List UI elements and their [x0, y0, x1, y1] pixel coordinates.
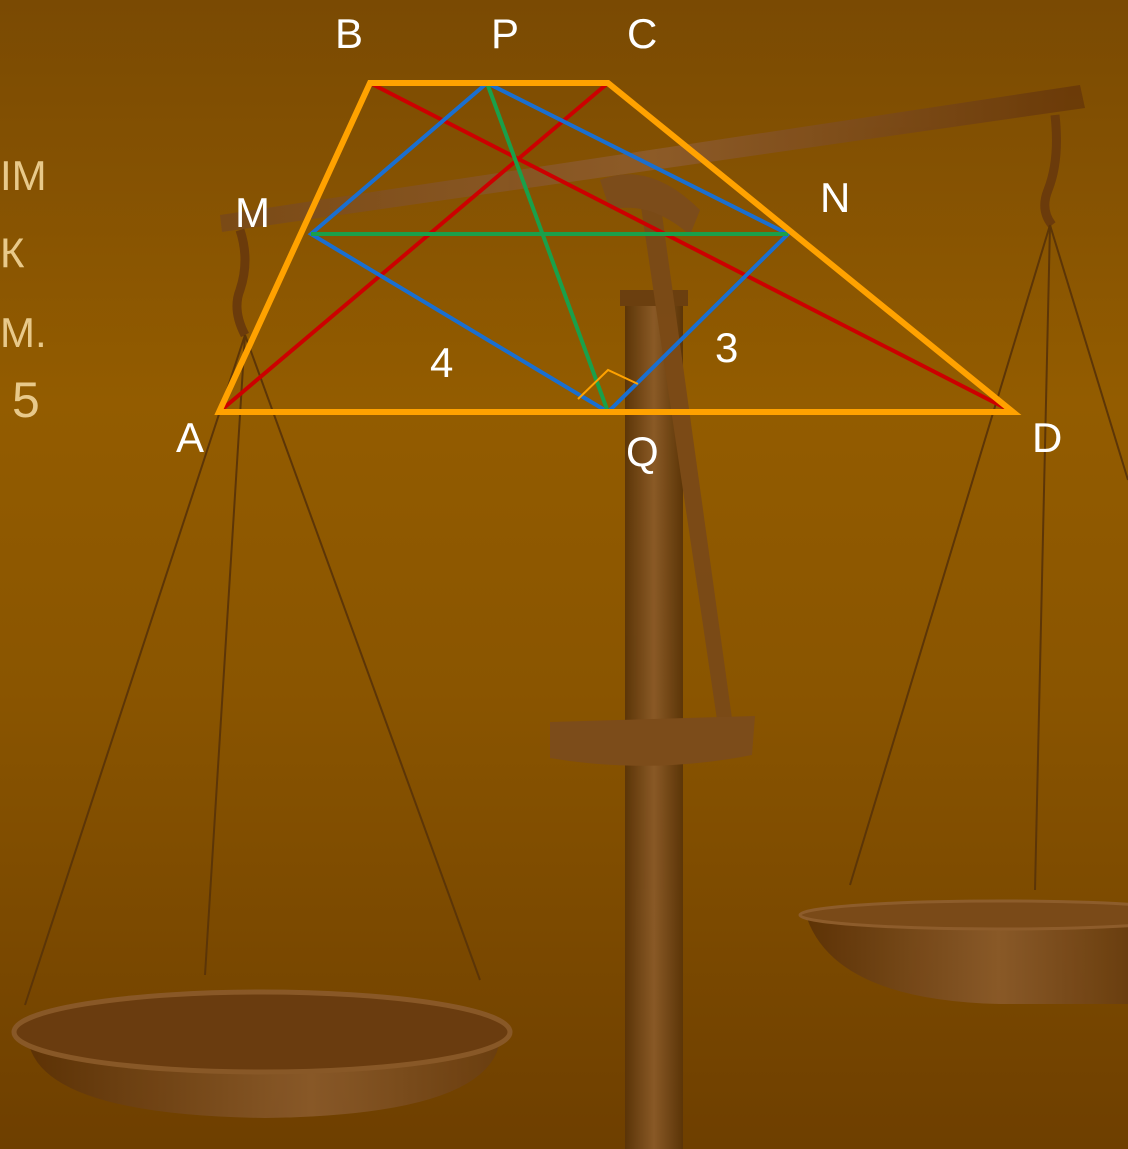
right-string-3: [1049, 224, 1128, 481]
label-c: C: [627, 10, 657, 57]
side-text-4: 5: [12, 372, 40, 428]
label-p: P: [491, 10, 519, 57]
label-m: M: [235, 189, 270, 236]
scale-illustration: [11, 85, 1128, 1149]
left-string-2: [204, 334, 246, 976]
label-a: A: [176, 414, 204, 461]
side-text-1: ІМ: [0, 152, 47, 199]
diagonal-ac: [217, 81, 610, 414]
geometry: [214, 80, 1022, 415]
scale-beam: [220, 85, 1085, 232]
scale-pivot: [600, 174, 700, 235]
diagonal-bd: [369, 81, 1014, 414]
scale-pointer: [640, 200, 735, 740]
label-n: N: [820, 174, 850, 221]
left-hanger: [232, 228, 250, 338]
label-mq-length: 4: [430, 339, 453, 386]
left-string-3: [244, 334, 481, 981]
right-pan-bowl: [805, 912, 1128, 1004]
side-text-2: К: [0, 229, 25, 276]
scale-base-bar: [550, 716, 755, 766]
right-string-1: [849, 224, 1051, 886]
left-pan-rim: [11, 989, 513, 1075]
right-string-2: [1034, 224, 1051, 891]
midline-pq: [485, 82, 610, 413]
label-q: Q: [626, 428, 659, 475]
left-string-1: [24, 334, 246, 1006]
side-text-3: М.: [0, 309, 47, 356]
point-labels: B P C M N A Q D 4 3: [176, 10, 1062, 475]
right-pan-rim: [798, 899, 1128, 931]
right-hanger: [1040, 114, 1061, 228]
label-b: B: [335, 10, 363, 57]
label-d: D: [1032, 414, 1062, 461]
trapezoid-abcd: [214, 80, 1022, 415]
right-angle-mark: [577, 368, 639, 400]
label-qn-length: 3: [715, 324, 738, 371]
